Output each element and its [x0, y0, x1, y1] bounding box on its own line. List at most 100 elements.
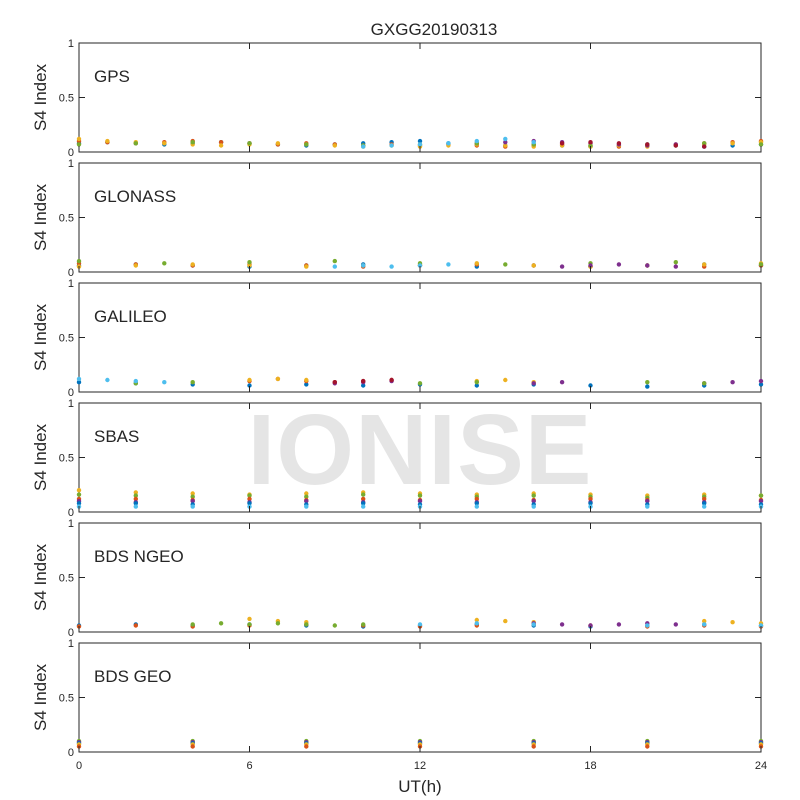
data-point	[588, 383, 593, 388]
y-axis-label: S4 Index	[31, 663, 50, 731]
data-point	[588, 140, 593, 145]
panel-label: SBAS	[94, 427, 139, 446]
y-axis-label: S4 Index	[31, 543, 50, 611]
data-point	[645, 504, 650, 509]
data-point	[76, 136, 82, 142]
data-point	[389, 143, 394, 148]
data-point	[531, 504, 536, 509]
series-5	[361, 136, 536, 149]
data-point	[76, 380, 82, 385]
data-point	[758, 262, 764, 267]
data-point	[559, 380, 565, 385]
data-point	[730, 380, 735, 385]
y-tick-label: 0.5	[59, 213, 74, 225]
data-point	[76, 376, 82, 382]
data-point	[645, 380, 650, 385]
data-point	[304, 382, 309, 387]
data-point	[105, 377, 110, 383]
y-tick-label: 0	[68, 147, 74, 159]
data-point	[645, 263, 650, 268]
data-point	[247, 501, 252, 506]
y-tick-label: 1	[68, 158, 74, 170]
x-axis-label: UT(h)	[398, 777, 441, 796]
data-point	[162, 261, 167, 266]
data-point	[616, 622, 622, 627]
data-point	[190, 498, 195, 504]
data-point	[758, 378, 764, 384]
series-5	[417, 621, 764, 628]
series-4	[559, 262, 678, 269]
data-point	[645, 142, 650, 147]
data-point	[76, 142, 82, 147]
data-point	[446, 141, 451, 146]
data-point	[503, 618, 508, 624]
data-point	[105, 138, 110, 144]
y-tick-label: 0.5	[59, 693, 74, 705]
data-point	[758, 142, 764, 147]
data-point	[361, 504, 366, 509]
x-tick-label: 6	[246, 760, 252, 772]
data-point	[76, 488, 82, 493]
data-point	[361, 501, 366, 506]
data-point	[559, 622, 565, 627]
x-tick-label: 12	[414, 760, 426, 772]
series-4	[76, 744, 764, 749]
y-axis-label: S4 Index	[31, 183, 50, 251]
data-point	[190, 140, 195, 145]
data-point	[758, 493, 764, 498]
series-3	[76, 258, 764, 267]
data-point	[531, 493, 536, 498]
data-point	[133, 141, 138, 146]
data-point	[702, 141, 707, 146]
data-point	[247, 263, 252, 268]
panel-frame	[78, 42, 762, 153]
data-point	[133, 501, 138, 506]
panel-data	[76, 376, 764, 389]
data-point	[361, 622, 366, 627]
data-point	[247, 383, 252, 388]
data-point	[758, 623, 764, 628]
data-point	[133, 504, 138, 509]
data-point	[133, 263, 138, 268]
panel-0: 0 0.5 1 S4 Index GPS	[31, 38, 764, 159]
data-point	[304, 744, 309, 749]
y-tick-label: 0.5	[59, 333, 74, 345]
panel-data	[76, 258, 764, 269]
data-point	[503, 140, 508, 145]
panel-3: 0 0.5 1 S4 Index SBAS	[31, 398, 764, 519]
data-point	[162, 141, 167, 146]
data-point	[503, 143, 508, 148]
y-tick-label: 1	[68, 38, 74, 50]
data-point	[133, 496, 138, 502]
data-point	[702, 144, 707, 149]
data-point	[304, 504, 309, 509]
y-tick-label: 0	[68, 387, 74, 399]
panel-4: 0 0.5 1 S4 Index BDS NGEO	[31, 518, 764, 639]
data-point	[247, 377, 252, 383]
data-point	[645, 623, 650, 628]
data-point	[332, 264, 337, 269]
data-point	[133, 493, 138, 498]
data-point	[702, 501, 707, 506]
data-point	[474, 261, 479, 266]
panel-1: 0 0.5 1 S4 Index GLONASS	[31, 158, 764, 279]
data-point	[304, 494, 309, 499]
data-point	[531, 263, 536, 268]
data-point	[275, 621, 281, 626]
data-point	[76, 492, 82, 497]
data-point	[218, 140, 224, 145]
data-point	[389, 377, 394, 383]
data-point	[332, 380, 337, 385]
x-tick-label: 0	[76, 760, 82, 772]
data-point	[417, 493, 423, 498]
data-point	[361, 263, 366, 268]
data-point	[332, 143, 337, 148]
data-point	[190, 494, 195, 499]
data-point	[673, 143, 678, 148]
data-point	[190, 504, 195, 509]
panel-frame	[78, 282, 762, 393]
data-point	[304, 142, 309, 147]
data-point	[559, 264, 565, 269]
data-point	[247, 493, 252, 498]
